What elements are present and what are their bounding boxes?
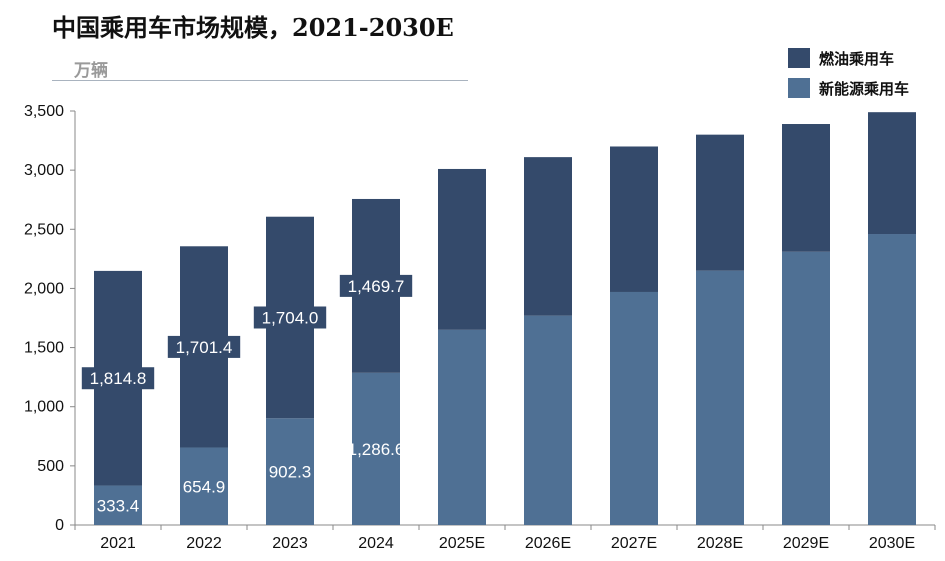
x-tick-label: 2027E (611, 535, 657, 552)
bar-fuel (438, 168, 486, 330)
data-label-fuel: 1,704.0 (262, 308, 319, 327)
bar-nev (524, 315, 572, 525)
x-tick-label: 2026E (525, 535, 571, 552)
bar-nev (180, 447, 228, 525)
data-label-box-fuel (167, 335, 241, 358)
bar-fuel (524, 157, 572, 316)
bar-fuel (868, 112, 916, 235)
y-tick-label: 3,500 (24, 103, 64, 120)
y-tick-label: 1,500 (24, 340, 64, 357)
bar-fuel (782, 124, 830, 252)
bar-fuel (610, 146, 658, 292)
bar-nev (438, 329, 486, 525)
legend: 燃油乘用车 新能源乘用车 (788, 46, 909, 106)
x-tick-label: 2030E (869, 535, 915, 552)
data-label-nev: 1,286.6 (348, 440, 405, 459)
bar-nev (868, 234, 916, 525)
x-tick-label: 2024 (358, 535, 394, 552)
bar-nev (696, 270, 744, 525)
bar-nev (94, 485, 142, 525)
x-tick-label: 2023 (272, 535, 308, 552)
legend-item-nev: 新能源乘用车 (788, 76, 909, 100)
bars (94, 112, 916, 525)
y-tick-label: 3,000 (24, 162, 64, 179)
data-label-nev: 333.4 (97, 496, 140, 515)
bar-nev (352, 372, 400, 525)
y-tick-label: 1,000 (24, 399, 64, 416)
data-label-fuel: 1,701.4 (176, 338, 233, 357)
y-tick-label: 0 (55, 517, 64, 534)
legend-label-nev: 新能源乘用车 (819, 79, 910, 98)
data-label-box-fuel (339, 274, 413, 297)
unit-label: 万辆 (74, 61, 108, 81)
data-label-fuel: 1,469.7 (348, 277, 405, 296)
bar-nev (266, 418, 314, 525)
legend-item-fuel: 燃油乘用车 (788, 46, 909, 70)
legend-swatch-nev (788, 78, 810, 98)
y-tick-label: 2,500 (24, 221, 64, 238)
data-label-box-fuel (253, 306, 327, 329)
data-labels: 333.4 1,814.8 654.9 1,701.4 902.3 1,704.0 1,28… (81, 274, 413, 515)
x-tick-label: 2029E (783, 535, 829, 552)
x-tick-label: 2022 (186, 535, 222, 552)
bar-fuel (696, 134, 744, 271)
x-tick-label: 2025E (439, 535, 485, 552)
y-tick-label: 500 (37, 458, 64, 475)
legend-label-fuel: 燃油乘用车 (819, 49, 895, 68)
x-tick-label: 2021 (100, 535, 136, 552)
data-label-nev: 902.3 (269, 463, 312, 482)
bar-nev (782, 251, 830, 525)
data-label-fuel: 1,814.8 (90, 369, 147, 388)
legend-swatch-fuel (788, 48, 810, 68)
data-label-box-fuel (81, 367, 155, 390)
y-tick-label: 2,000 (24, 280, 64, 297)
bar-nev (610, 291, 658, 525)
data-label-nev: 654.9 (183, 477, 226, 496)
x-tick-label: 2028E (697, 535, 743, 552)
chart-title: 中国乘用车市场规模，2021-2030E (52, 13, 454, 42)
unit-underline (52, 80, 468, 81)
